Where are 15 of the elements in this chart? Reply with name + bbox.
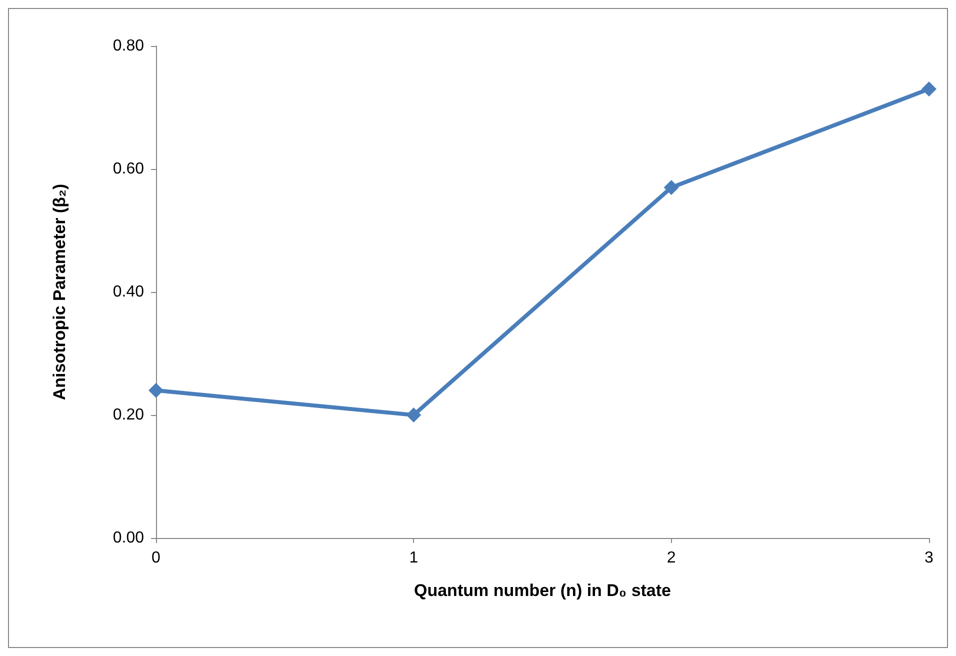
y-tick-label: 0.20 (112, 406, 144, 424)
point (664, 180, 679, 195)
x-tick-label: 1 (409, 550, 418, 566)
x-tick-label: 0 (152, 550, 161, 566)
point (922, 82, 936, 97)
y-tick-label: 0.00 (112, 530, 144, 546)
x-tick-label: 2 (666, 550, 676, 566)
y-tick-label: 0.60 (112, 160, 144, 178)
y-axis-title: Anisotropic Parameter (β₂) (50, 184, 69, 400)
point (406, 408, 422, 422)
point (148, 382, 164, 398)
y-tick-label: 0.40 (112, 284, 144, 300)
x-axis-title: Quantum number (n) in D₀ state (414, 581, 672, 600)
y-tick-label: 0.80 (112, 38, 144, 54)
x-tick-label: 3 (924, 550, 934, 566)
